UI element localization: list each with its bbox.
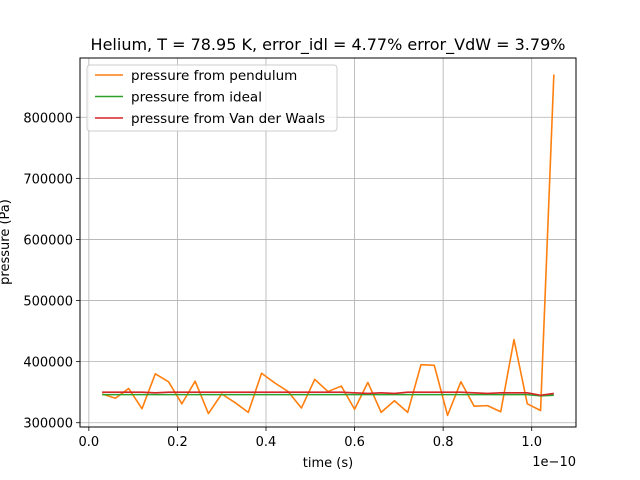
axis-ticks: 0.0 0.2 0.4 0.6 0.8 1.0 300000 400000 500000 6000… [23, 111, 542, 450]
y-tick-label: 700000 [23, 172, 73, 187]
x-tick-label: 0.6 [344, 435, 365, 450]
legend-label: pressure from Van der Waals [131, 111, 325, 127]
series-line-2 [102, 393, 554, 397]
legend-label: pressure from pendulum [131, 68, 297, 84]
chart-title: Helium, T = 78.95 K, error_idl = 4.77% e… [91, 35, 566, 55]
y-tick-label: 500000 [23, 295, 73, 310]
x-tick-label: 1.0 [521, 435, 542, 450]
x-axis-offset-label: 1e−10 [532, 455, 576, 470]
y-tick-label: 800000 [23, 111, 73, 126]
x-tick-label: 0.0 [79, 435, 100, 450]
x-tick-label: 0.8 [433, 435, 454, 450]
legend: pressure from pendulum pressure from idea… [86, 64, 338, 132]
y-tick-label: 400000 [23, 356, 73, 371]
x-tick-label: 0.4 [256, 435, 277, 450]
series-line-3 [102, 391, 554, 397]
x-axis-label: time (s) [303, 456, 353, 471]
plot-series [101, 74, 555, 417]
y-axis-label: pressure (Pa) [0, 199, 13, 285]
y-tick-label: 600000 [23, 233, 73, 248]
plot-area-frame [79, 57, 577, 428]
y-tick-label: 300000 [23, 417, 73, 432]
x-tick-label: 0.2 [167, 435, 188, 450]
legend-label: pressure from ideal [131, 90, 262, 106]
legend-frame [86, 64, 338, 132]
